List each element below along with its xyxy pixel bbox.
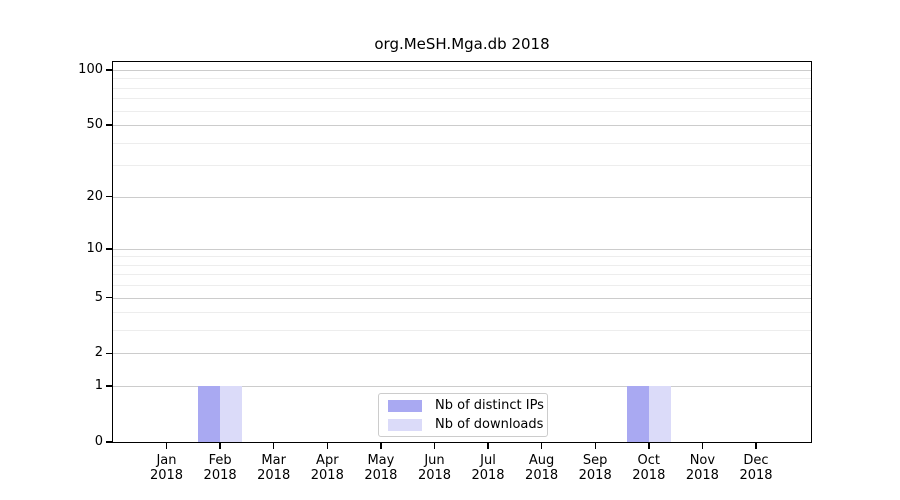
y-tick-label-0: 0 [94,434,103,449]
x-tick-nov [701,442,704,449]
x-tick-year: 2018 [203,468,237,483]
chart-title: org.MeSH.Mga.db 2018 [374,35,550,53]
gridline-major-20 [113,196,811,198]
legend: Nb of distinct IPs Nb of downloads [378,393,548,437]
x-tick-label-aug: Aug 2018 [510,453,574,483]
x-tick-month: Sep [582,453,608,468]
x-tick-month: Dec [743,453,769,468]
x-tick-month: Oct [637,453,661,468]
y-tick-0 [106,441,113,443]
gridline-minor-4 [113,312,811,314]
x-tick-year: 2018 [417,468,452,483]
bar-feb-downloads [220,386,243,442]
y-tick-5 [106,296,113,299]
x-tick-year: 2018 [149,468,184,483]
x-tick-year: 2018 [685,468,719,483]
x-tick-month: Mar [261,453,286,468]
gridline-major-10 [113,248,811,250]
gridline-minor-8 [113,264,811,266]
y-tick-label-20: 20 [86,188,103,204]
y-tick-label-50: 50 [86,117,103,133]
x-tick-year: 2018 [364,468,398,483]
gridline-major-50 [113,125,811,127]
x-tick-dec [755,442,757,449]
gridline-minor-7 [113,274,811,276]
legend-label-distinct-ips: Nb of distinct IPs [435,398,544,413]
x-tick-month: May [367,453,395,468]
gridline-major-100 [113,70,811,71]
bar-feb-distinct-ips [198,386,221,442]
x-tick-label-oct: Oct 2018 [617,453,681,483]
gridline-minor-30 [113,165,811,167]
gridline-major-5 [113,297,811,299]
y-tick-label-5: 5 [94,289,103,305]
y-tick-label-100: 100 [78,62,103,77]
legend-label-downloads: Nb of downloads [435,417,544,432]
gridline-major-1 [113,386,811,388]
x-tick-label-dec: Dec 2018 [724,453,788,483]
gridline-minor-60 [113,110,811,112]
x-tick-jul [487,442,489,449]
x-tick-month: Aug [528,453,555,468]
bar-oct-downloads [648,386,671,442]
y-tick-20 [106,195,113,198]
x-tick-jan [165,442,168,449]
x-tick-month: Jul [480,453,496,468]
x-tick-aug [540,442,543,449]
x-tick-label-mar: Mar 2018 [242,453,306,483]
x-tick-month: Apr [316,453,339,468]
x-tick-sep [594,442,596,449]
y-tick-100 [106,69,113,71]
x-tick-year: 2018 [578,468,612,483]
gridline-minor-80 [113,87,811,89]
legend-swatch-downloads [388,418,422,431]
gridline-minor-9 [113,256,811,258]
x-tick-month: Nov [689,453,716,468]
gridline-minor-6 [113,285,811,287]
y-tick-label-1: 1 [94,378,103,394]
legend-swatch-distinct-ips [388,399,422,412]
x-tick-label-apr: Apr 2018 [295,453,359,483]
y-tick-2 [106,352,113,355]
x-tick-month: Jun [424,453,445,468]
x-tick-year: 2018 [257,468,291,483]
y-tick-1 [106,385,113,387]
x-tick-label-jan: Jan 2018 [135,453,199,483]
x-tick-month: Jan [156,453,177,468]
x-tick-year: 2018 [525,468,559,483]
x-tick-oct [648,442,650,449]
legend-item-downloads: Nb of downloads [379,415,547,434]
gridline-minor-90 [113,78,811,80]
bar-oct-distinct-ips [626,386,649,442]
x-tick-feb [219,442,221,449]
gridline-minor-40 [113,142,811,144]
gridline-minor-3 [113,330,811,332]
y-tick-label-10: 10 [86,240,103,256]
x-tick-mar [272,442,275,449]
y-tick-label-2: 2 [94,345,103,361]
x-tick-year: 2018 [310,468,344,483]
gridline-major-2 [113,353,811,355]
gridline-minor-70 [113,98,811,100]
x-tick-year: 2018 [739,468,773,483]
x-tick-label-jul: Jul 2018 [456,453,520,483]
x-tick-label-sep: Sep 2018 [563,453,627,483]
x-tick-label-jun: Jun 2018 [403,453,467,483]
x-tick-month: Feb [208,453,232,468]
x-tick-label-feb: Feb 2018 [188,453,252,483]
x-tick-jun [433,442,436,449]
x-tick-year: 2018 [632,468,666,483]
x-tick-may [380,442,382,449]
x-tick-label-nov: Nov 2018 [670,453,734,483]
y-tick-50 [106,124,113,126]
x-tick-apr [326,442,328,449]
x-tick-year: 2018 [471,468,505,483]
x-tick-label-may: May 2018 [349,453,413,483]
legend-item-distinct-ips: Nb of distinct IPs [379,396,547,415]
y-tick-10 [106,248,113,250]
